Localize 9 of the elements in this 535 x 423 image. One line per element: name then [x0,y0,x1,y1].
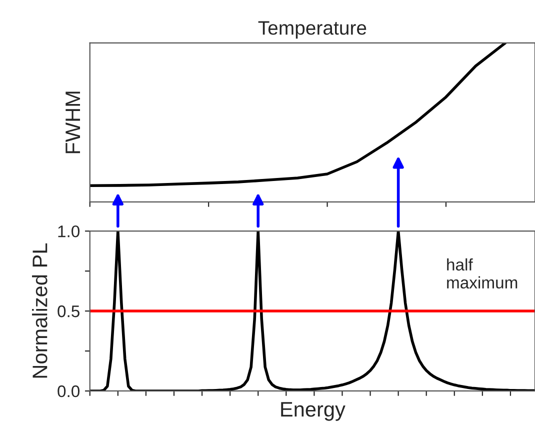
x-axis-title: Energy [281,402,346,421]
y-tick-label: 1.0 [58,225,80,238]
y-tick-label: 0.0 [58,385,80,398]
y-axis-title: FWHM [66,92,80,154]
y-tick-label: 0.5 [58,305,80,318]
line-series [90,231,535,391]
ref-line-label: half maximum [447,258,518,289]
chart-title: Temperature [258,21,366,39]
y-axis-title: Normalized PL [32,243,48,378]
